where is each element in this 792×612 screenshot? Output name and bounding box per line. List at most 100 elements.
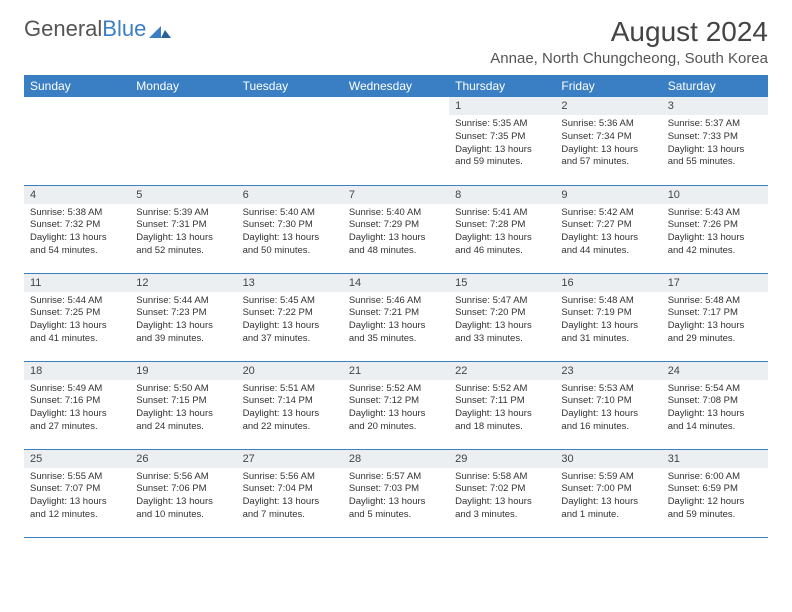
day-details: Sunrise: 5:44 AMSunset: 7:25 PMDaylight:…	[24, 292, 130, 349]
day-number: 11	[24, 274, 130, 292]
day-details: Sunrise: 6:00 AMSunset: 6:59 PMDaylight:…	[662, 468, 768, 525]
day-details: Sunrise: 5:52 AMSunset: 7:12 PMDaylight:…	[343, 380, 449, 437]
weekday-header: Saturday	[662, 75, 768, 97]
calendar-day-cell: 23Sunrise: 5:53 AMSunset: 7:10 PMDayligh…	[555, 361, 661, 449]
calendar-day-cell: 13Sunrise: 5:45 AMSunset: 7:22 PMDayligh…	[237, 273, 343, 361]
calendar-day-cell: 2Sunrise: 5:36 AMSunset: 7:34 PMDaylight…	[555, 97, 661, 185]
calendar-day-cell: 20Sunrise: 5:51 AMSunset: 7:14 PMDayligh…	[237, 361, 343, 449]
weekday-header: Tuesday	[237, 75, 343, 97]
day-number: 24	[662, 362, 768, 380]
day-details: Sunrise: 5:39 AMSunset: 7:31 PMDaylight:…	[130, 204, 236, 261]
location-subtitle: Annae, North Chungcheong, South Korea	[24, 50, 768, 67]
weekday-header: Sunday	[24, 75, 130, 97]
calendar-day-cell: 11Sunrise: 5:44 AMSunset: 7:25 PMDayligh…	[24, 273, 130, 361]
day-number: 12	[130, 274, 236, 292]
day-number: 10	[662, 186, 768, 204]
calendar-day-cell: 16Sunrise: 5:48 AMSunset: 7:19 PMDayligh…	[555, 273, 661, 361]
calendar-day-cell: 17Sunrise: 5:48 AMSunset: 7:17 PMDayligh…	[662, 273, 768, 361]
weekday-header: Monday	[130, 75, 236, 97]
calendar-day-cell: 21Sunrise: 5:52 AMSunset: 7:12 PMDayligh…	[343, 361, 449, 449]
day-number: 22	[449, 362, 555, 380]
day-number: 1	[449, 97, 555, 115]
logo-text-2: Blue	[102, 16, 146, 42]
calendar-week-row: 4Sunrise: 5:38 AMSunset: 7:32 PMDaylight…	[24, 185, 768, 273]
weekday-header: Thursday	[449, 75, 555, 97]
calendar-table: SundayMondayTuesdayWednesdayThursdayFrid…	[24, 75, 768, 538]
calendar-day-cell: 5Sunrise: 5:39 AMSunset: 7:31 PMDaylight…	[130, 185, 236, 273]
day-number: 15	[449, 274, 555, 292]
day-details: Sunrise: 5:47 AMSunset: 7:20 PMDaylight:…	[449, 292, 555, 349]
day-details: Sunrise: 5:41 AMSunset: 7:28 PMDaylight:…	[449, 204, 555, 261]
logo: GeneralBlue	[24, 16, 171, 42]
day-number: 26	[130, 450, 236, 468]
day-details: Sunrise: 5:55 AMSunset: 7:07 PMDaylight:…	[24, 468, 130, 525]
day-details: Sunrise: 5:48 AMSunset: 7:19 PMDaylight:…	[555, 292, 661, 349]
day-details: Sunrise: 5:52 AMSunset: 7:11 PMDaylight:…	[449, 380, 555, 437]
calendar-day-cell: 12Sunrise: 5:44 AMSunset: 7:23 PMDayligh…	[130, 273, 236, 361]
day-details: Sunrise: 5:36 AMSunset: 7:34 PMDaylight:…	[555, 115, 661, 172]
day-number: 18	[24, 362, 130, 380]
day-details: Sunrise: 5:56 AMSunset: 7:06 PMDaylight:…	[130, 468, 236, 525]
calendar-day-cell: 22Sunrise: 5:52 AMSunset: 7:11 PMDayligh…	[449, 361, 555, 449]
calendar-day-cell	[24, 97, 130, 185]
day-number: 23	[555, 362, 661, 380]
calendar-day-cell: 19Sunrise: 5:50 AMSunset: 7:15 PMDayligh…	[130, 361, 236, 449]
calendar-day-cell	[237, 97, 343, 185]
day-details: Sunrise: 5:59 AMSunset: 7:00 PMDaylight:…	[555, 468, 661, 525]
day-number: 30	[555, 450, 661, 468]
day-number: 19	[130, 362, 236, 380]
day-details: Sunrise: 5:38 AMSunset: 7:32 PMDaylight:…	[24, 204, 130, 261]
calendar-day-cell: 8Sunrise: 5:41 AMSunset: 7:28 PMDaylight…	[449, 185, 555, 273]
calendar-day-cell: 9Sunrise: 5:42 AMSunset: 7:27 PMDaylight…	[555, 185, 661, 273]
calendar-day-cell: 4Sunrise: 5:38 AMSunset: 7:32 PMDaylight…	[24, 185, 130, 273]
calendar-day-cell: 18Sunrise: 5:49 AMSunset: 7:16 PMDayligh…	[24, 361, 130, 449]
day-details: Sunrise: 5:51 AMSunset: 7:14 PMDaylight:…	[237, 380, 343, 437]
day-details: Sunrise: 5:44 AMSunset: 7:23 PMDaylight:…	[130, 292, 236, 349]
weekday-header: Friday	[555, 75, 661, 97]
day-number: 8	[449, 186, 555, 204]
day-number: 20	[237, 362, 343, 380]
day-number: 28	[343, 450, 449, 468]
day-details: Sunrise: 5:54 AMSunset: 7:08 PMDaylight:…	[662, 380, 768, 437]
calendar-day-cell: 3Sunrise: 5:37 AMSunset: 7:33 PMDaylight…	[662, 97, 768, 185]
calendar-day-cell: 15Sunrise: 5:47 AMSunset: 7:20 PMDayligh…	[449, 273, 555, 361]
day-number: 5	[130, 186, 236, 204]
day-number: 31	[662, 450, 768, 468]
calendar-day-cell: 7Sunrise: 5:40 AMSunset: 7:29 PMDaylight…	[343, 185, 449, 273]
day-number: 3	[662, 97, 768, 115]
day-details: Sunrise: 5:43 AMSunset: 7:26 PMDaylight:…	[662, 204, 768, 261]
day-number: 21	[343, 362, 449, 380]
weekday-header: Wednesday	[343, 75, 449, 97]
day-number: 27	[237, 450, 343, 468]
day-number: 25	[24, 450, 130, 468]
calendar-day-cell: 1Sunrise: 5:35 AMSunset: 7:35 PMDaylight…	[449, 97, 555, 185]
calendar-day-cell: 24Sunrise: 5:54 AMSunset: 7:08 PMDayligh…	[662, 361, 768, 449]
logo-text-1: General	[24, 16, 102, 42]
calendar-day-cell: 14Sunrise: 5:46 AMSunset: 7:21 PMDayligh…	[343, 273, 449, 361]
day-number: 29	[449, 450, 555, 468]
calendar-day-cell: 6Sunrise: 5:40 AMSunset: 7:30 PMDaylight…	[237, 185, 343, 273]
day-details: Sunrise: 5:40 AMSunset: 7:29 PMDaylight:…	[343, 204, 449, 261]
calendar-day-cell: 27Sunrise: 5:56 AMSunset: 7:04 PMDayligh…	[237, 449, 343, 537]
day-number: 4	[24, 186, 130, 204]
day-number: 6	[237, 186, 343, 204]
day-number: 7	[343, 186, 449, 204]
calendar-day-cell: 26Sunrise: 5:56 AMSunset: 7:06 PMDayligh…	[130, 449, 236, 537]
day-details: Sunrise: 5:48 AMSunset: 7:17 PMDaylight:…	[662, 292, 768, 349]
calendar-day-cell: 28Sunrise: 5:57 AMSunset: 7:03 PMDayligh…	[343, 449, 449, 537]
calendar-day-cell: 30Sunrise: 5:59 AMSunset: 7:00 PMDayligh…	[555, 449, 661, 537]
day-number: 16	[555, 274, 661, 292]
day-details: Sunrise: 5:37 AMSunset: 7:33 PMDaylight:…	[662, 115, 768, 172]
day-number: 2	[555, 97, 661, 115]
day-number: 17	[662, 274, 768, 292]
day-details: Sunrise: 5:57 AMSunset: 7:03 PMDaylight:…	[343, 468, 449, 525]
day-details: Sunrise: 5:46 AMSunset: 7:21 PMDaylight:…	[343, 292, 449, 349]
calendar-day-cell	[130, 97, 236, 185]
calendar-week-row: 18Sunrise: 5:49 AMSunset: 7:16 PMDayligh…	[24, 361, 768, 449]
logo-icon	[149, 20, 171, 38]
calendar-day-cell: 25Sunrise: 5:55 AMSunset: 7:07 PMDayligh…	[24, 449, 130, 537]
day-details: Sunrise: 5:49 AMSunset: 7:16 PMDaylight:…	[24, 380, 130, 437]
calendar-day-cell	[343, 97, 449, 185]
day-details: Sunrise: 5:40 AMSunset: 7:30 PMDaylight:…	[237, 204, 343, 261]
day-details: Sunrise: 5:45 AMSunset: 7:22 PMDaylight:…	[237, 292, 343, 349]
